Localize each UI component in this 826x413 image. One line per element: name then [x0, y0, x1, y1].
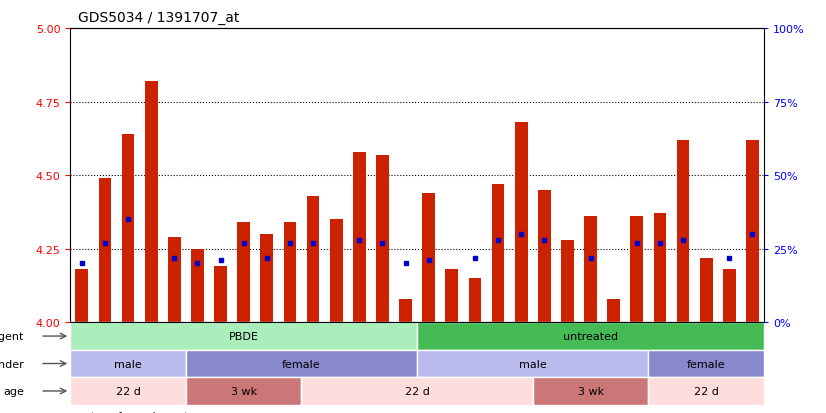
Text: 22 d: 22 d: [405, 386, 430, 396]
Text: 3 wk: 3 wk: [577, 386, 604, 396]
Bar: [700, 258, 713, 323]
Text: age: age: [3, 386, 24, 396]
Text: agent: agent: [0, 331, 24, 341]
Bar: [653, 214, 667, 323]
Text: female: female: [282, 358, 320, 369]
Bar: [723, 270, 736, 323]
Bar: [399, 299, 412, 323]
Bar: [445, 270, 458, 323]
Text: 3 wk: 3 wk: [230, 386, 257, 396]
Bar: [301, 377, 533, 405]
Bar: [353, 152, 366, 323]
Bar: [533, 377, 648, 405]
Bar: [422, 193, 435, 323]
Bar: [283, 223, 297, 323]
Bar: [186, 377, 301, 405]
Text: 22 d: 22 d: [694, 386, 719, 396]
Text: male: male: [114, 358, 142, 369]
Bar: [260, 235, 273, 323]
Bar: [630, 217, 643, 323]
Bar: [417, 323, 764, 350]
Bar: [538, 190, 551, 323]
Bar: [648, 377, 764, 405]
Bar: [70, 350, 186, 377]
Bar: [186, 350, 417, 377]
Bar: [584, 217, 597, 323]
Bar: [676, 140, 690, 323]
Bar: [417, 350, 648, 377]
Bar: [376, 155, 389, 323]
Bar: [607, 299, 620, 323]
Bar: [145, 82, 158, 323]
Bar: [75, 270, 88, 323]
Text: GDS5034 / 1391707_at: GDS5034 / 1391707_at: [78, 11, 240, 25]
Bar: [121, 135, 135, 323]
Bar: [306, 196, 320, 323]
Bar: [70, 323, 417, 350]
Bar: [648, 350, 764, 377]
Bar: [214, 267, 227, 323]
Bar: [168, 237, 181, 323]
Bar: [746, 140, 759, 323]
Bar: [191, 249, 204, 323]
Text: transformed count: transformed count: [91, 411, 188, 413]
Text: female: female: [687, 358, 725, 369]
Bar: [468, 278, 482, 323]
Text: ■: ■: [74, 411, 86, 413]
Bar: [515, 123, 528, 323]
Text: male: male: [519, 358, 547, 369]
Bar: [561, 240, 574, 323]
Bar: [98, 179, 112, 323]
Bar: [237, 223, 250, 323]
Bar: [330, 220, 343, 323]
Text: 22 d: 22 d: [116, 386, 140, 396]
Text: untreated: untreated: [563, 331, 618, 341]
Text: gender: gender: [0, 358, 24, 369]
Bar: [491, 185, 505, 323]
Bar: [70, 377, 186, 405]
Text: PBDE: PBDE: [229, 331, 259, 341]
